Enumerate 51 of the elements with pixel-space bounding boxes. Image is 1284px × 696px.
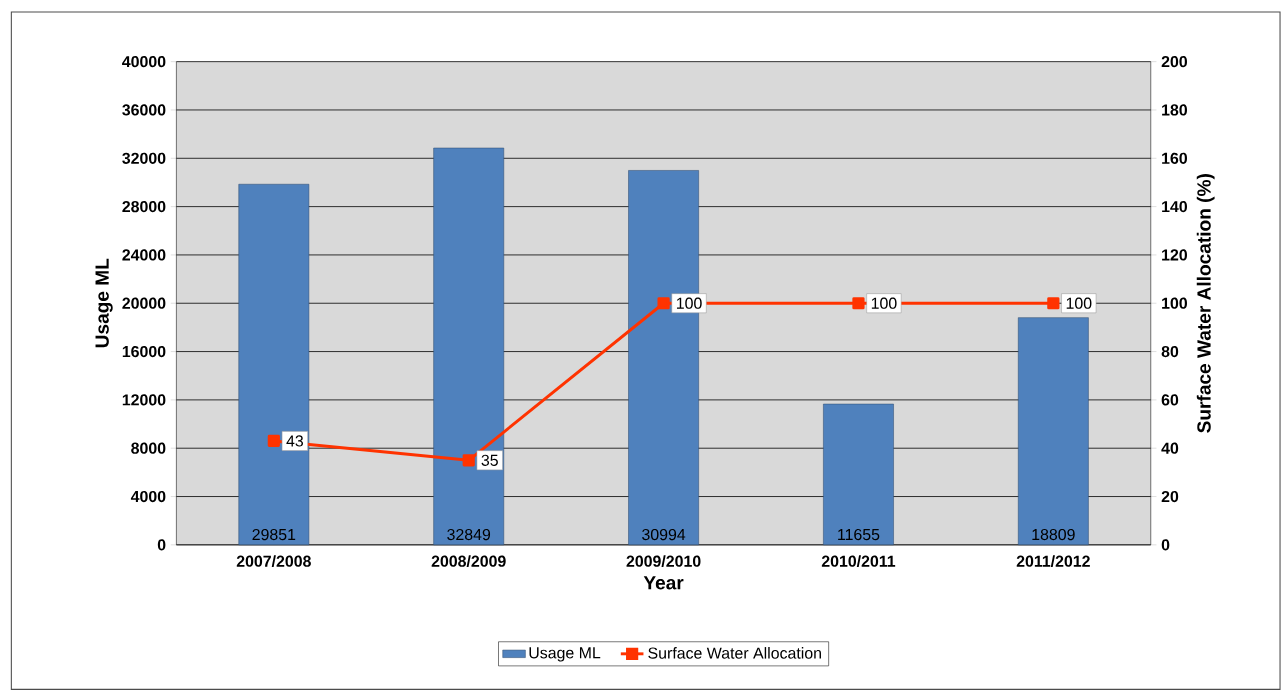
data-label: 100 bbox=[676, 297, 702, 309]
data-label: 11655 bbox=[838, 528, 880, 541]
x-tick-label: 2007/2008 bbox=[236, 555, 311, 568]
y2-tick-label: 120 bbox=[1162, 249, 1187, 261]
y-tick-label: 36000 bbox=[122, 104, 166, 116]
data-label: 35 bbox=[481, 454, 498, 466]
y-tick-label: 0 bbox=[157, 539, 166, 551]
y-tick-label: 4000 bbox=[130, 490, 166, 503]
y2-tick-label: 100 bbox=[1162, 297, 1187, 309]
y-tick-label: 20000 bbox=[122, 297, 166, 309]
data-label: 32849 bbox=[447, 528, 491, 541]
data-label: 30994 bbox=[642, 528, 686, 541]
y2-tick-label: 180 bbox=[1162, 104, 1187, 116]
y-tick-label: 32000 bbox=[122, 152, 166, 164]
y-axis-title: Usage ML bbox=[95, 258, 113, 348]
data-label: 43 bbox=[286, 435, 304, 447]
y2-tick-label: 40 bbox=[1161, 442, 1179, 454]
y2-tick-label: 200 bbox=[1161, 56, 1187, 68]
x-tick-label: 2009/2010 bbox=[626, 555, 701, 568]
point bbox=[462, 454, 475, 467]
legend-label: Usage ML bbox=[529, 647, 601, 662]
y-tick-label: 24000 bbox=[122, 249, 166, 261]
y2-axis-title: Surface Water Allocation (%) bbox=[1196, 174, 1215, 433]
data-label: 18809 bbox=[1032, 528, 1075, 541]
x-axis-title: Year bbox=[643, 576, 684, 590]
bar bbox=[238, 183, 310, 546]
point bbox=[1047, 297, 1060, 310]
y-tick-label: 16000 bbox=[122, 345, 166, 358]
x-tick-label: 2011/2012 bbox=[1016, 555, 1090, 568]
legend-label: Surface Water Allocation bbox=[648, 647, 821, 659]
y-tick-label: 40000 bbox=[122, 56, 166, 68]
bar bbox=[823, 403, 894, 546]
y-tick-label: 12000 bbox=[122, 394, 166, 406]
bar bbox=[433, 147, 505, 546]
x-tick-label: 2010/2011 bbox=[821, 555, 896, 568]
y2-tick-label: 160 bbox=[1162, 152, 1187, 164]
y2-tick-label: 140 bbox=[1162, 200, 1187, 213]
data-label: 29851 bbox=[252, 528, 296, 541]
bar bbox=[1017, 317, 1089, 546]
y-tick-label: 8000 bbox=[131, 442, 166, 454]
data-label: 100 bbox=[871, 297, 897, 309]
y-tick-label: 28000 bbox=[122, 200, 166, 213]
y2-tick-label: 20 bbox=[1161, 490, 1179, 503]
x-tick-label: 2008/2009 bbox=[431, 555, 506, 568]
point bbox=[267, 434, 280, 448]
data-label: 100 bbox=[1066, 297, 1092, 309]
y2-tick-label: 60 bbox=[1161, 394, 1179, 406]
point bbox=[852, 297, 865, 310]
y2-tick-label: 80 bbox=[1161, 345, 1179, 358]
y2-tick-label: 0 bbox=[1161, 539, 1170, 551]
point bbox=[657, 297, 670, 310]
